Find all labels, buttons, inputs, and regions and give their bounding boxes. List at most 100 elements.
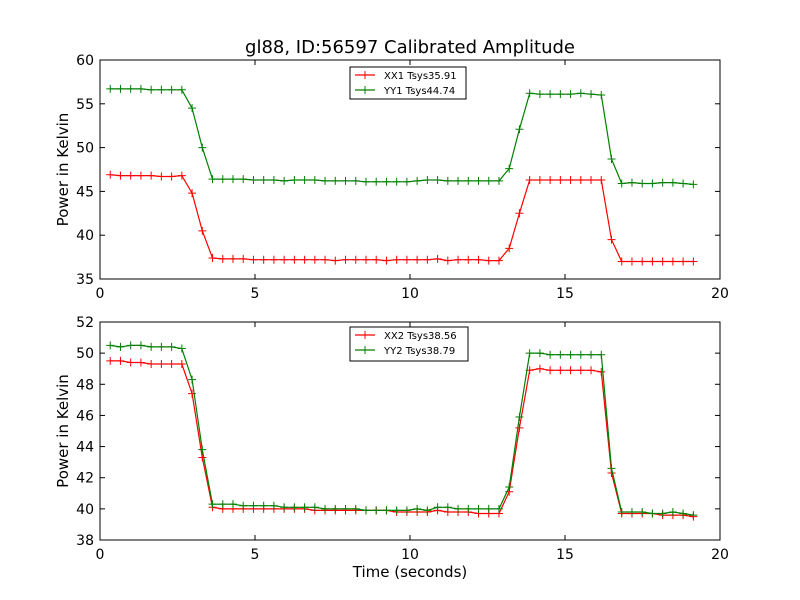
data-point (566, 90, 575, 99)
data-point (484, 256, 493, 265)
data-point (147, 171, 156, 180)
data-point (689, 511, 698, 520)
y-tick-label: 50 (76, 346, 94, 362)
top-subplot: 0 5 10 15 20 35 40 45 50 55 60 Power in Kelvin XX1 T… (54, 53, 729, 302)
data-point (443, 503, 452, 512)
data-point (689, 257, 698, 266)
data-point (177, 85, 186, 94)
data-point (566, 350, 575, 359)
series-line (110, 88, 694, 185)
data-point (556, 350, 565, 359)
data-point (658, 178, 667, 187)
data-point (361, 506, 370, 515)
data-point (218, 254, 227, 263)
data-point (576, 366, 585, 375)
data-point (167, 172, 176, 181)
data-point (321, 504, 330, 513)
data-point (607, 154, 616, 163)
data-point (505, 483, 514, 492)
data-point (679, 257, 688, 266)
data-point (167, 360, 176, 369)
data-point (208, 253, 217, 262)
data-point (331, 176, 340, 185)
data-point (668, 257, 677, 266)
y-tick-label: 52 (76, 315, 94, 331)
data-point (535, 90, 544, 99)
data-point (525, 89, 534, 98)
data-point (167, 342, 176, 351)
legend-box (349, 326, 469, 362)
data-point (443, 256, 452, 265)
data-point (157, 342, 166, 351)
data-point (402, 255, 411, 264)
y-tick-label: 50 (76, 141, 94, 157)
series-line (110, 174, 694, 263)
data-point (106, 356, 115, 365)
data-point (106, 341, 115, 350)
legend-box (349, 66, 467, 100)
data-point (177, 171, 186, 180)
legend-marker (361, 71, 369, 79)
data-point (515, 423, 524, 432)
legend-label: YY2 Tsys38.79 (383, 346, 455, 357)
data-point (351, 176, 360, 185)
data-point (351, 255, 360, 264)
data-point (566, 176, 575, 185)
data-point (597, 367, 606, 376)
data-point (372, 177, 381, 186)
data-point (300, 176, 309, 185)
data-point (290, 176, 299, 185)
data-point (607, 464, 616, 473)
data-point (259, 501, 268, 510)
data-point (413, 255, 422, 264)
data-point (126, 84, 135, 93)
chart-title: gl88, ID:56597 Calibrated Amplitude (245, 37, 575, 58)
data-point (136, 84, 145, 93)
data-point (341, 504, 350, 513)
data-point (249, 255, 258, 264)
legend: XX1 Tsys35.91 YY1 Tsys44.74 (349, 66, 467, 100)
x-tick-label: 20 (711, 286, 729, 302)
data-point (658, 509, 667, 518)
x-tick-label: 15 (556, 286, 574, 302)
data-point (413, 504, 422, 513)
data-point (535, 364, 544, 373)
x-tick-label: 10 (401, 547, 419, 563)
data-point (259, 255, 268, 264)
data-point (556, 366, 565, 375)
data-point (136, 358, 145, 367)
data-point (433, 176, 442, 185)
data-point (300, 255, 309, 264)
data-point (535, 349, 544, 358)
y-tick-label: 38 (76, 533, 94, 549)
data-point (658, 257, 667, 266)
data-point (188, 104, 197, 113)
data-point (454, 504, 463, 513)
y-tick-label: 45 (76, 184, 94, 200)
data-point (106, 170, 115, 179)
data-point (177, 360, 186, 369)
data-point (280, 255, 289, 264)
data-point (443, 176, 452, 185)
y-tick-label: 35 (76, 272, 94, 288)
data-point (198, 226, 207, 235)
data-point (648, 509, 657, 518)
data-point (269, 176, 278, 185)
data-point (454, 255, 463, 264)
data-point (331, 504, 340, 513)
data-point (208, 500, 217, 509)
data-point (464, 176, 473, 185)
x-tick-label: 0 (96, 286, 105, 302)
data-point (494, 256, 503, 265)
data-point (280, 176, 289, 185)
data-point (597, 176, 606, 185)
data-point (382, 256, 391, 265)
data-point (392, 506, 401, 515)
series-xx2 (106, 356, 698, 521)
data-point (372, 255, 381, 264)
data-point (116, 342, 125, 351)
data-point (361, 255, 370, 264)
data-point (341, 176, 350, 185)
series-yy1 (106, 84, 698, 189)
data-point (525, 349, 534, 358)
